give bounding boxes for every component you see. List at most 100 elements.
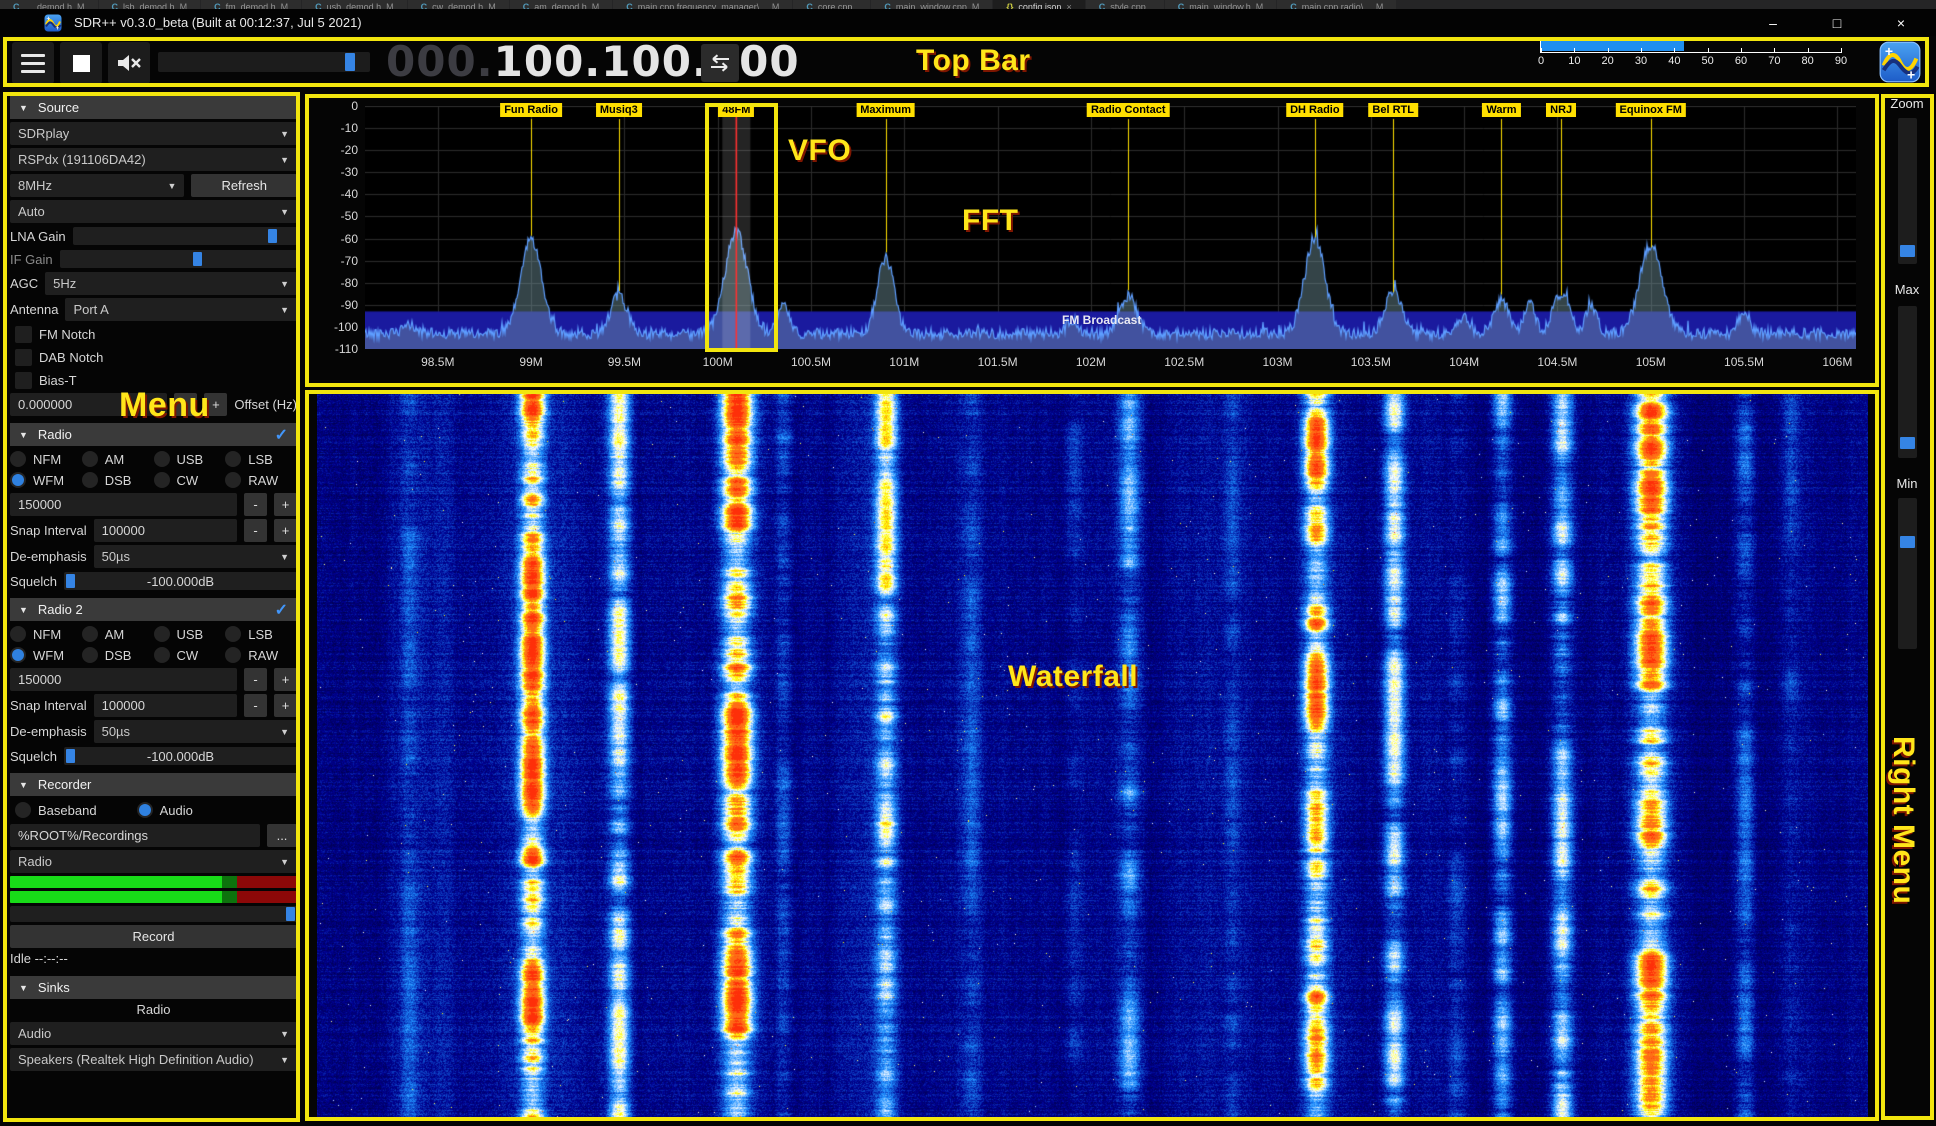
- lna-gain-slider[interactable]: [72, 227, 297, 245]
- radio-dot[interactable]: [15, 802, 31, 818]
- recorder-stream-select[interactable]: Radio ▼: [10, 850, 297, 873]
- station-label[interactable]: Bel RTL: [1368, 103, 1418, 117]
- radio-dot[interactable]: [81, 626, 98, 642]
- radio2-section-header[interactable]: ▼ Radio 2 ✓: [10, 598, 297, 621]
- snap-minus-button[interactable]: -: [244, 519, 267, 542]
- radio-dot[interactable]: [153, 472, 170, 488]
- samplerate-select[interactable]: 8MHz ▼: [10, 174, 185, 197]
- record-button[interactable]: Record: [10, 925, 297, 948]
- enabled-check-icon[interactable]: ✓: [274, 426, 288, 444]
- recorder-baseband-option[interactable]: Baseband: [15, 802, 97, 818]
- mode-usb[interactable]: USB: [153, 626, 226, 642]
- source-section-header[interactable]: ▼ Source: [10, 96, 297, 119]
- refresh-button[interactable]: Refresh: [191, 174, 297, 197]
- snap-interval-input[interactable]: 100000: [93, 519, 237, 542]
- snap-minus-button[interactable]: -: [244, 694, 267, 717]
- bandwidth-minus-button[interactable]: -: [244, 493, 267, 516]
- recorder-path-input[interactable]: %ROOT%/Recordings: [10, 824, 260, 847]
- waterfall-display[interactable]: [317, 392, 1868, 1119]
- slider-handle[interactable]: [192, 252, 202, 266]
- window-titlebar[interactable]: + + SDR++ v0.3.0_beta (Built at 00:12:37,…: [0, 9, 1936, 36]
- offset-plus-button[interactable]: +: [204, 393, 228, 416]
- station-label[interactable]: DH Radio: [1286, 103, 1344, 117]
- max-slider[interactable]: [1898, 306, 1917, 458]
- zoom-slider[interactable]: [1898, 118, 1917, 264]
- mode-wfm[interactable]: WFM: [10, 472, 82, 488]
- checkbox-box[interactable]: [15, 325, 32, 343]
- radio-dot[interactable]: [81, 472, 98, 488]
- mode-dsb[interactable]: DSB: [81, 647, 154, 663]
- slider-handle[interactable]: [1900, 535, 1915, 548]
- volume-slider[interactable]: [158, 52, 370, 72]
- bias-t-checkbox[interactable]: Bias-T: [10, 370, 297, 390]
- mode-cw[interactable]: CW: [153, 472, 226, 488]
- frequency-display[interactable]: 000.100.100.000: [386, 37, 800, 86]
- frequency-bright-digits[interactable]: 100.100.000: [493, 37, 800, 86]
- checkbox-box[interactable]: [15, 371, 32, 389]
- recorder-volume-slider[interactable]: [10, 906, 297, 922]
- slider-handle[interactable]: [286, 907, 295, 921]
- radio-dot[interactable]: [225, 647, 242, 663]
- radio-dot[interactable]: [153, 647, 170, 663]
- station-label[interactable]: NRJ: [1546, 103, 1577, 117]
- slider-handle[interactable]: [65, 749, 75, 763]
- squelch-slider[interactable]: -100.000dB: [63, 572, 297, 590]
- radio-dot[interactable]: [136, 802, 153, 818]
- snap-interval-input[interactable]: 100000: [93, 694, 237, 717]
- snap-plus-button[interactable]: +: [274, 519, 297, 542]
- sink-type-select[interactable]: Audio ▼: [10, 1022, 297, 1045]
- tab-close-icon[interactable]: ×: [1066, 2, 1072, 9]
- radio-dot[interactable]: [81, 647, 98, 663]
- slider-handle[interactable]: [1900, 436, 1915, 449]
- source-device-select[interactable]: RSPdx (191106DA42) ▼: [10, 148, 297, 171]
- editor-tab[interactable]: C ..._demod.h M: [0, 0, 99, 9]
- mode-nfm[interactable]: NFM: [10, 451, 82, 467]
- maximize-button[interactable]: □: [1832, 14, 1842, 31]
- radio-dot[interactable]: [10, 472, 26, 488]
- sink-device-select[interactable]: Speakers (Realtek High Definition Audio)…: [10, 1048, 297, 1071]
- radio-dot[interactable]: [10, 451, 26, 467]
- slider-handle[interactable]: [267, 229, 277, 243]
- editor-tab[interactable]: {} config.json ×: [993, 0, 1086, 9]
- station-label[interactable]: Maximum: [856, 103, 915, 117]
- frequency-dim-digits[interactable]: 000.: [386, 37, 494, 86]
- checkbox-box[interactable]: [15, 348, 32, 366]
- station-label[interactable]: Fun Radio: [500, 103, 562, 117]
- antenna-select[interactable]: Port A ▼: [65, 298, 297, 321]
- mode-lsb[interactable]: LSB: [225, 451, 297, 467]
- radio-dot[interactable]: [225, 451, 242, 467]
- offset-minus-button[interactable]: -: [174, 393, 198, 416]
- station-label[interactable]: Radio Contact: [1086, 103, 1170, 117]
- mode-am[interactable]: AM: [81, 626, 154, 642]
- mode-lsb[interactable]: LSB: [225, 626, 297, 642]
- tuning-mode-button[interactable]: [701, 44, 739, 82]
- enabled-check-icon[interactable]: ✓: [274, 601, 288, 619]
- deemphasis-select[interactable]: 50µs ▼: [93, 545, 297, 568]
- mode-raw[interactable]: RAW: [225, 472, 297, 488]
- recorder-audio-option[interactable]: Audio: [136, 802, 193, 818]
- agc-rate-select[interactable]: 5Hz ▼: [45, 272, 297, 295]
- bandwidth-plus-button[interactable]: +: [274, 668, 297, 691]
- squelch-slider[interactable]: -100.000dB: [63, 747, 297, 765]
- stop-button[interactable]: [60, 42, 102, 84]
- close-button[interactable]: ×: [1896, 14, 1906, 31]
- radio-bandwidth-input[interactable]: 150000: [10, 493, 237, 516]
- radio-dot[interactable]: [225, 626, 242, 642]
- mode-cw[interactable]: CW: [153, 647, 226, 663]
- dab-notch-checkbox[interactable]: DAB Notch: [10, 347, 297, 367]
- radio-dot[interactable]: [10, 626, 26, 642]
- sdrpp-logo-button[interactable]: + +: [1878, 40, 1922, 84]
- if-gain-slider[interactable]: [59, 250, 297, 268]
- radio2-bandwidth-input[interactable]: 150000: [10, 668, 237, 691]
- mode-nfm[interactable]: NFM: [10, 626, 82, 642]
- slider-handle[interactable]: [65, 574, 75, 588]
